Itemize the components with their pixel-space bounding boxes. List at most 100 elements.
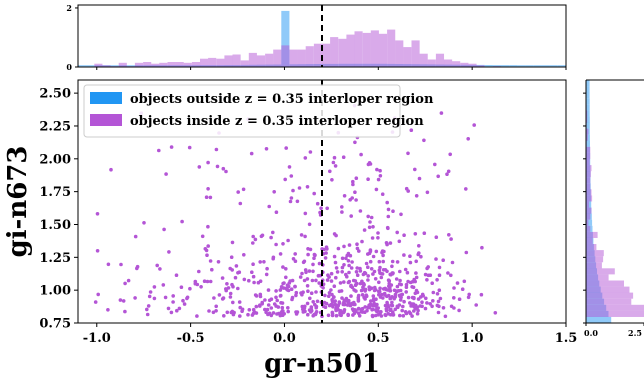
legend-swatch xyxy=(90,92,122,104)
data-point xyxy=(445,172,449,176)
data-point xyxy=(356,299,361,303)
data-point xyxy=(415,311,420,316)
inside-hist-bar xyxy=(273,49,282,67)
inside-hist-bar xyxy=(427,59,436,67)
data-point xyxy=(205,253,209,257)
data-point xyxy=(148,290,153,294)
data-point xyxy=(265,266,269,271)
data-point xyxy=(236,190,240,194)
data-point xyxy=(211,310,216,315)
data-point xyxy=(174,273,179,278)
data-point xyxy=(341,302,346,307)
data-point xyxy=(247,278,251,283)
data-point xyxy=(303,234,307,239)
data-point xyxy=(379,271,383,276)
inside-hist-bar xyxy=(419,53,428,67)
data-point xyxy=(402,253,406,257)
data-point xyxy=(493,311,498,315)
data-point xyxy=(377,259,382,264)
data-point xyxy=(435,292,440,296)
data-point xyxy=(214,304,218,309)
inside-hist-bar-y xyxy=(586,165,592,172)
data-point xyxy=(226,286,231,290)
data-point xyxy=(319,206,323,210)
data-point xyxy=(310,278,315,283)
inside-hist-bar xyxy=(354,31,363,67)
data-point xyxy=(204,195,209,199)
data-point xyxy=(215,164,220,169)
inside-hist-bar-y xyxy=(586,134,588,141)
data-point xyxy=(212,296,216,300)
data-point xyxy=(326,313,331,318)
data-point xyxy=(349,266,354,270)
data-point xyxy=(405,270,410,275)
data-point xyxy=(121,299,126,303)
x-tick-label: 1.5 xyxy=(555,331,578,346)
data-point xyxy=(378,286,382,291)
data-point xyxy=(351,313,355,317)
x-tick-label: -1.0 xyxy=(83,331,111,346)
data-point xyxy=(455,281,460,285)
data-point xyxy=(305,301,310,306)
data-point xyxy=(241,187,246,192)
data-point xyxy=(123,281,127,286)
data-point xyxy=(263,298,267,302)
data-point xyxy=(332,155,337,160)
data-point xyxy=(398,278,402,283)
data-point xyxy=(179,285,184,290)
outside-hist-bar xyxy=(78,65,87,67)
data-point xyxy=(344,256,348,261)
data-point xyxy=(237,270,242,275)
data-point xyxy=(291,257,296,261)
data-point xyxy=(448,152,453,157)
inside-hist-bar-y xyxy=(586,250,604,257)
data-point xyxy=(371,254,376,259)
inside-hist-bar-y xyxy=(586,274,609,281)
data-point xyxy=(311,269,315,274)
data-point xyxy=(347,270,351,275)
data-point xyxy=(182,302,187,306)
data-point xyxy=(258,279,263,284)
data-point xyxy=(394,277,399,281)
data-point xyxy=(334,266,339,270)
data-point xyxy=(401,304,405,309)
data-point xyxy=(378,311,382,316)
data-point xyxy=(157,148,161,153)
inside-hist-bar xyxy=(216,58,225,67)
data-point xyxy=(294,290,299,295)
data-point xyxy=(390,259,395,264)
data-point xyxy=(286,306,290,310)
data-point xyxy=(376,236,380,240)
top-histogram: 02 xyxy=(66,3,567,72)
data-point xyxy=(346,259,351,263)
data-point xyxy=(197,269,201,274)
data-point xyxy=(435,303,440,308)
data-point xyxy=(145,307,149,312)
inside-hist-bar-y xyxy=(586,244,597,251)
inside-hist-bar xyxy=(387,29,396,68)
data-point xyxy=(342,280,346,284)
data-point xyxy=(95,212,100,216)
inside-hist-bar xyxy=(338,38,347,67)
data-point xyxy=(414,275,419,280)
data-point xyxy=(390,303,395,308)
data-point xyxy=(384,307,389,311)
data-point xyxy=(309,310,313,314)
data-point xyxy=(423,272,428,277)
data-point xyxy=(206,244,210,248)
outside-hist-bar xyxy=(492,65,501,67)
data-point xyxy=(119,262,123,267)
data-point xyxy=(325,206,330,211)
right-x-tick-label: 2.5 xyxy=(628,328,642,338)
data-point xyxy=(251,241,255,245)
data-point xyxy=(439,111,444,115)
inside-hist-bar xyxy=(468,63,477,67)
data-point xyxy=(281,265,285,269)
inside-hist-bar xyxy=(411,40,420,67)
data-point xyxy=(355,246,360,251)
data-point xyxy=(309,291,314,296)
data-point xyxy=(263,307,267,312)
data-point xyxy=(395,289,399,293)
data-point xyxy=(353,190,357,194)
data-point xyxy=(221,166,226,171)
